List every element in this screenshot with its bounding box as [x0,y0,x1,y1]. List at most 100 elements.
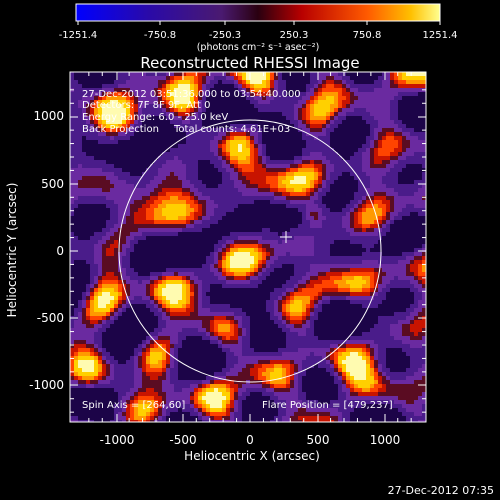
image-pixel [258,224,262,228]
image-pixel [270,240,274,244]
image-pixel [274,232,278,236]
image-pixel [330,172,334,176]
image-pixel [178,132,182,136]
image-pixel [98,116,102,120]
image-pixel [182,120,186,124]
image-pixel [334,240,338,244]
image-pixel [290,272,294,276]
image-pixel [242,172,246,176]
image-pixel [354,228,358,232]
image-pixel [230,104,234,108]
image-pixel [110,120,114,124]
image-pixel [182,256,186,260]
image-pixel [418,280,422,284]
image-pixel [394,264,398,268]
image-pixel [270,288,274,292]
image-pixel [234,228,238,232]
image-pixel [334,136,338,140]
image-pixel [358,104,362,108]
image-pixel [86,88,90,92]
image-pixel [406,244,410,248]
image-pixel [394,188,398,192]
image-pixel [370,196,374,200]
image-pixel [214,116,218,120]
image-pixel [422,288,426,292]
image-pixel [218,112,222,116]
image-pixel [306,100,310,104]
image-pixel [310,88,314,92]
image-pixel [258,272,262,276]
image-pixel [142,156,146,160]
image-pixel [342,132,346,136]
image-pixel [134,180,138,184]
image-pixel [78,228,82,232]
image-pixel [282,280,286,284]
image-pixel [234,204,238,208]
image-pixel [274,236,278,240]
image-pixel [346,108,350,112]
image-pixel [170,180,174,184]
image-pixel [126,276,130,280]
image-pixel [186,220,190,224]
image-pixel [138,188,142,192]
image-pixel [314,224,318,228]
image-pixel [386,272,390,276]
image-pixel [362,280,366,284]
image-pixel [294,180,298,184]
image-pixel [74,276,78,280]
image-pixel [370,136,374,140]
image-pixel [414,252,418,256]
image-pixel [358,260,362,264]
image-pixel [170,224,174,228]
image-pixel [78,208,82,212]
image-pixel [350,96,354,100]
image-pixel [114,104,118,108]
image-pixel [94,200,98,204]
image-pixel [318,156,322,160]
image-pixel [418,148,422,152]
image-pixel [158,176,162,180]
image-pixel [138,252,142,256]
image-pixel [414,160,418,164]
image-pixel [214,260,218,264]
image-pixel [146,120,150,124]
image-pixel [186,176,190,180]
image-pixel [194,268,198,272]
image-pixel [410,76,414,80]
image-pixel [354,96,358,100]
image-pixel [346,140,350,144]
image-pixel [330,176,334,180]
image-pixel [166,92,170,96]
image-pixel [290,288,294,292]
image-pixel [294,100,298,104]
image-pixel [370,156,374,160]
image-pixel [254,100,258,104]
image-pixel [346,180,350,184]
image-pixel [210,92,214,96]
image-pixel [154,112,158,116]
image-pixel [342,144,346,148]
image-pixel [158,104,162,108]
image-pixel [82,260,86,264]
image-pixel [314,152,318,156]
image-pixel [94,100,98,104]
image-pixel [190,140,194,144]
image-pixel [282,196,286,200]
image-pixel [306,80,310,84]
image-pixel [162,244,166,248]
image-pixel [358,264,362,268]
image-pixel [134,156,138,160]
image-pixel [266,148,270,152]
image-pixel [210,140,214,144]
image-pixel [262,216,266,220]
image-pixel [126,204,130,208]
image-pixel [122,184,126,188]
image-pixel [334,248,338,252]
image-pixel [210,152,214,156]
image-pixel [282,264,286,268]
image-pixel [410,168,414,172]
image-pixel [142,188,146,192]
image-pixel [206,176,210,180]
image-pixel [146,176,150,180]
image-pixel [222,104,226,108]
